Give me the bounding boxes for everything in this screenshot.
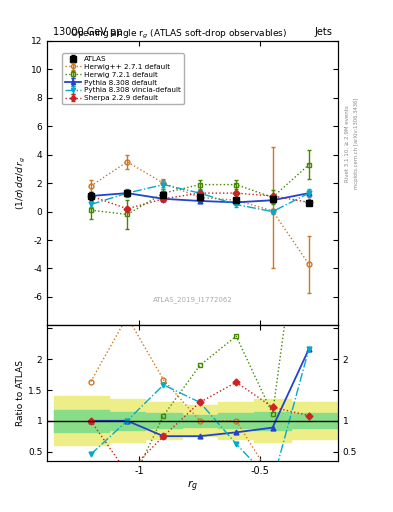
Text: ATLAS_2019_I1772062: ATLAS_2019_I1772062 xyxy=(153,296,232,303)
X-axis label: $r_g$: $r_g$ xyxy=(187,478,198,494)
Y-axis label: $(1/\sigma)\,d\sigma/d\,r_g$: $(1/\sigma)\,d\sigma/d\,r_g$ xyxy=(15,156,28,210)
Text: 13000 GeV pp: 13000 GeV pp xyxy=(53,27,123,37)
Legend: ATLAS, Herwig++ 2.7.1 default, Herwig 7.2.1 default, Pythia 8.308 default, Pythi: ATLAS, Herwig++ 2.7.1 default, Herwig 7.… xyxy=(62,53,184,104)
Text: Rivet 3.1.10, ≥ 2.9M events: Rivet 3.1.10, ≥ 2.9M events xyxy=(345,105,350,182)
Text: Jets: Jets xyxy=(314,27,332,37)
Y-axis label: Ratio to ATLAS: Ratio to ATLAS xyxy=(16,360,25,426)
Text: Opening angle r$_g$ (ATLAS soft-drop observables): Opening angle r$_g$ (ATLAS soft-drop obs… xyxy=(70,28,288,41)
Text: mcplots.cern.ch [arXiv:1306.3436]: mcplots.cern.ch [arXiv:1306.3436] xyxy=(354,98,359,189)
